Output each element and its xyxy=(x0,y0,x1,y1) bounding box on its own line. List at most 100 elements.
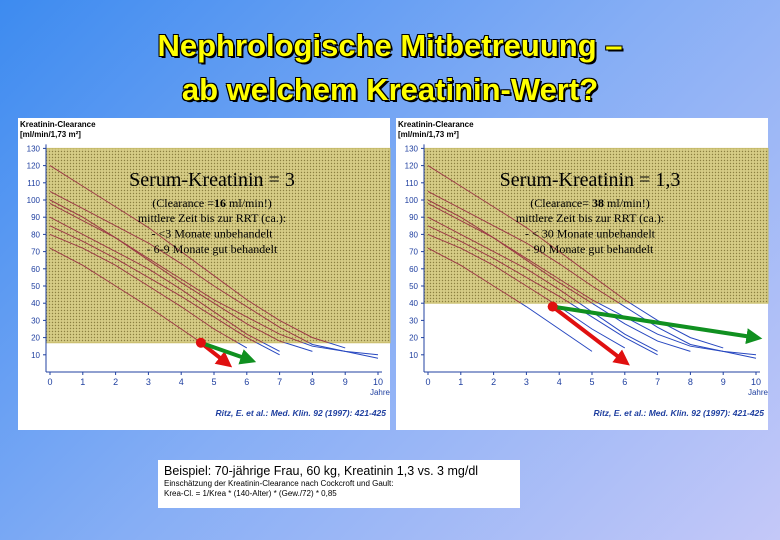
series-line xyxy=(49,225,258,343)
annotation-heading: Serum-Kreatinin = 1,3 xyxy=(500,169,681,191)
y-tick-label: 100 xyxy=(405,196,419,205)
annotation-line: - < 30 Monate unbehandelt xyxy=(525,227,656,241)
x-tick-label: 2 xyxy=(491,377,496,387)
series-line xyxy=(49,202,287,343)
arrow xyxy=(552,304,763,345)
y-tick-label: 80 xyxy=(31,230,40,239)
series-line xyxy=(301,342,379,359)
annotation-clearance: (Clearance =16 ml/min!) xyxy=(152,196,271,210)
y-label: [ml/min/1,73 m²] xyxy=(398,130,459,139)
x-label: Jahre xyxy=(748,388,769,397)
series-line xyxy=(629,303,724,349)
x-label: Jahre xyxy=(370,388,391,397)
series-line xyxy=(427,233,555,304)
series-line xyxy=(597,303,757,359)
series-line xyxy=(552,303,626,349)
clearance-part: 38 xyxy=(592,196,604,210)
x-tick-label: 8 xyxy=(688,377,693,387)
x-tick-label: 3 xyxy=(524,377,529,387)
y-tick-label: 20 xyxy=(409,334,418,343)
annotation-line: mittlere Zeit bis zur RRT (ca.): xyxy=(516,211,664,225)
x-tick-label: 3 xyxy=(146,377,151,387)
series-line xyxy=(49,165,331,343)
series-line xyxy=(49,216,265,343)
series-line xyxy=(427,216,581,304)
y-tick-label: 50 xyxy=(409,282,418,291)
y-label: Kreatinin-Clearance xyxy=(20,120,96,129)
clearance-part: (Clearance = xyxy=(152,196,214,210)
series-line xyxy=(569,303,658,356)
x-tick-label: 0 xyxy=(47,377,52,387)
y-tick-label: 120 xyxy=(27,162,41,171)
clearance-part: (Clearance= xyxy=(530,196,592,210)
x-tick-label: 5 xyxy=(589,377,594,387)
x-tick-label: 8 xyxy=(310,377,315,387)
x-tick-label: 1 xyxy=(458,377,463,387)
series-line xyxy=(49,233,239,343)
x-tick-label: 0 xyxy=(425,377,430,387)
y-tick-label: 20 xyxy=(31,334,40,343)
example-text: Krea-Cl. = 1/Krea * (140-Alter) * (Gew./… xyxy=(164,489,337,498)
title: Nephrologische Mitbetreuung – xyxy=(157,28,623,63)
annotation-line: - 90 Monate gut behandelt xyxy=(527,242,654,256)
arrow xyxy=(551,305,630,366)
annotation-line: mittlere Zeit bis zur RRT (ca.): xyxy=(138,211,286,225)
y-tick-label: 90 xyxy=(31,213,40,222)
y-tick-label: 30 xyxy=(31,316,40,325)
y-label: [ml/min/1,73 m²] xyxy=(20,130,81,139)
x-tick-label: 1 xyxy=(80,377,85,387)
series-line xyxy=(49,199,305,343)
x-tick-label: 9 xyxy=(343,377,348,387)
series-line xyxy=(427,165,632,304)
x-tick-label: 4 xyxy=(179,377,184,387)
x-tick-label: 7 xyxy=(277,377,282,387)
y-tick-label: 70 xyxy=(409,248,418,257)
series-line xyxy=(427,190,621,304)
chart: Kreatinin-Clearance[ml/min/1,73 m²]10203… xyxy=(396,118,769,430)
y-tick-label: 110 xyxy=(405,179,418,188)
y-tick-label: 10 xyxy=(409,351,418,360)
series-line xyxy=(427,247,522,304)
series-line xyxy=(308,342,379,356)
x-tick-label: 9 xyxy=(721,377,726,387)
x-tick-label: 10 xyxy=(751,377,761,387)
series-line xyxy=(618,303,757,356)
example-text: Einschätzung der Kreatinin-Clearance nac… xyxy=(164,479,394,488)
series-line xyxy=(578,303,658,352)
clearance-part: 16 xyxy=(214,196,226,210)
annotation-heading: Serum-Kreatinin = 3 xyxy=(129,169,295,191)
series-line xyxy=(49,190,311,343)
y-tick-label: 50 xyxy=(31,282,40,291)
series-line xyxy=(49,247,203,343)
y-tick-label: 130 xyxy=(405,144,419,153)
y-tick-label: 40 xyxy=(31,299,40,308)
y-tick-label: 30 xyxy=(409,316,418,325)
y-label: Kreatinin-Clearance xyxy=(398,120,474,129)
annotation-line: - <3 Monate unbehandelt xyxy=(151,227,273,241)
chart: Kreatinin-Clearance[ml/min/1,73 m²] 1 0 20 3… xyxy=(18,118,391,430)
series-line xyxy=(427,202,593,304)
y-tick-label: 70 xyxy=(31,248,40,257)
clearance-part: ml/min!) xyxy=(604,196,650,210)
x-tick-label: 5 xyxy=(211,377,216,387)
x-tick-label: 7 xyxy=(655,377,660,387)
clearance-part: ml/min!) xyxy=(226,196,272,210)
arrow xyxy=(200,340,257,365)
y-tick-label: 60 xyxy=(409,265,418,274)
annotation-line: - 6-9 Monate gut behandelt xyxy=(147,242,278,256)
example-box: Beispiel: 70-jährige Frau, 60 kg, Kreati… xyxy=(158,460,520,508)
annotation-clearance: (Clearance= 38 ml/min!) xyxy=(530,196,649,210)
y-tick-label: 100 xyxy=(27,196,41,205)
series-line xyxy=(519,303,593,352)
y-tick-label: 110 xyxy=(27,179,40,188)
x-tick-label: 2 xyxy=(113,377,118,387)
band xyxy=(423,147,769,304)
series-line xyxy=(427,199,600,304)
x-tick-label: 6 xyxy=(244,377,249,387)
y-tick-label: 90 xyxy=(409,213,418,222)
series-line xyxy=(427,225,572,304)
series-line xyxy=(591,303,691,352)
source: Ritz, E. et al.: Med. Klin. 92 (1997): 4… xyxy=(593,408,764,418)
